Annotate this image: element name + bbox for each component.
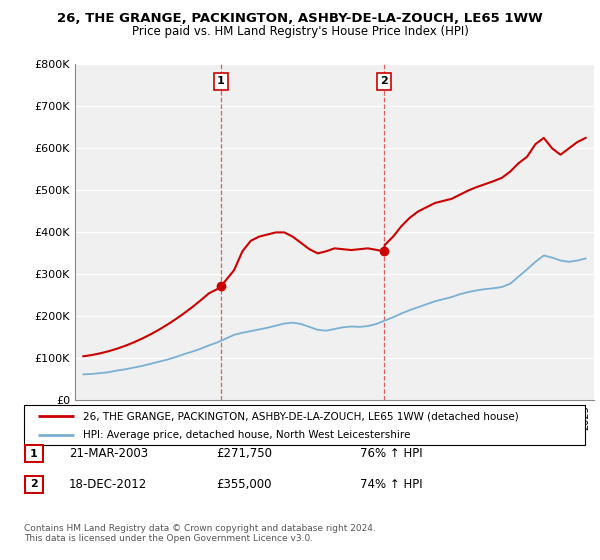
Text: 18-DEC-2012: 18-DEC-2012 (69, 478, 147, 491)
Text: 74% ↑ HPI: 74% ↑ HPI (360, 478, 422, 491)
Text: 21-MAR-2003: 21-MAR-2003 (69, 447, 148, 460)
Text: 1: 1 (30, 449, 38, 459)
Text: Contains HM Land Registry data © Crown copyright and database right 2024.
This d: Contains HM Land Registry data © Crown c… (24, 524, 376, 543)
Text: 2: 2 (380, 76, 388, 86)
Text: HPI: Average price, detached house, North West Leicestershire: HPI: Average price, detached house, Nort… (83, 430, 410, 440)
Text: £271,750: £271,750 (216, 447, 272, 460)
FancyBboxPatch shape (25, 476, 43, 493)
Text: 2: 2 (30, 479, 38, 489)
Text: 1: 1 (217, 76, 225, 86)
Text: £355,000: £355,000 (216, 478, 271, 491)
FancyBboxPatch shape (25, 445, 43, 462)
Text: 26, THE GRANGE, PACKINGTON, ASHBY-DE-LA-ZOUCH, LE65 1WW (detached house): 26, THE GRANGE, PACKINGTON, ASHBY-DE-LA-… (83, 411, 518, 421)
Text: 76% ↑ HPI: 76% ↑ HPI (360, 447, 422, 460)
Text: 26, THE GRANGE, PACKINGTON, ASHBY-DE-LA-ZOUCH, LE65 1WW: 26, THE GRANGE, PACKINGTON, ASHBY-DE-LA-… (57, 12, 543, 25)
FancyBboxPatch shape (24, 405, 585, 445)
Text: Price paid vs. HM Land Registry's House Price Index (HPI): Price paid vs. HM Land Registry's House … (131, 25, 469, 38)
